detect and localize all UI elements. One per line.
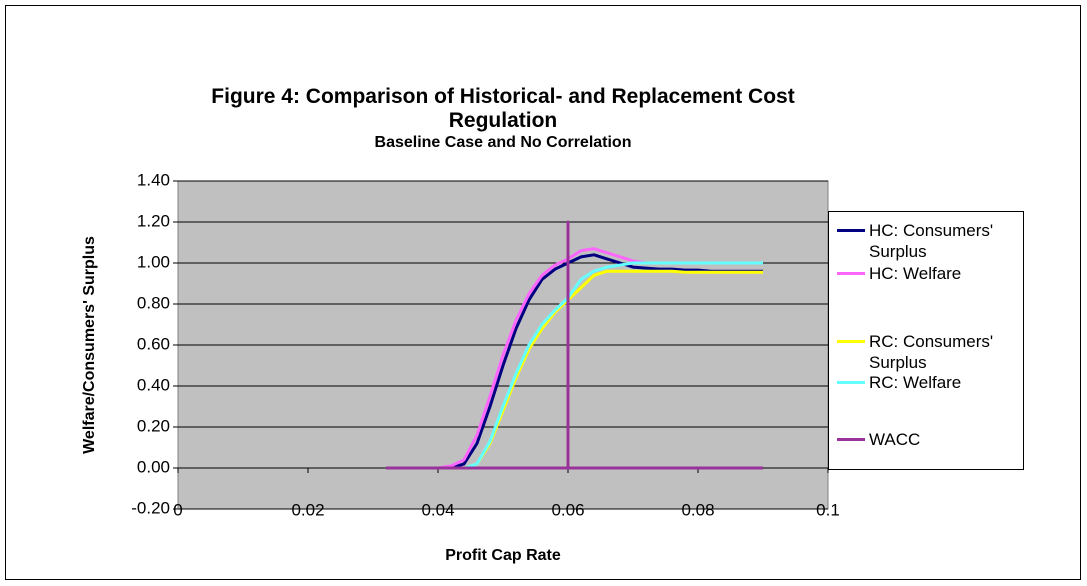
legend-label: RC: Consumers' Surplus [869,332,994,372]
legend-swatch [837,381,865,384]
x-tick-label: 0.06 [551,500,584,519]
y-tick-label: 1.40 [137,170,170,189]
x-tick-label: 0 [173,500,182,519]
x-tick-label: 0.04 [421,500,454,519]
x-tick-label: 0.02 [291,500,324,519]
y-axis-label: Welfare/Consumers' Surplus [81,236,98,454]
legend-entry: WACC [837,429,1023,450]
x-tick-label: 0.1 [816,500,840,519]
legend-label: HC: Welfare [869,264,962,283]
legend-entry: RC: Welfare [837,372,1023,393]
legend-swatch [837,438,865,441]
legend-entry: HC: Consumers' Surplus [837,220,1023,262]
legend-label: RC: Welfare [869,373,962,392]
y-tick-label: 0.80 [137,293,170,312]
chart-title: Figure 4: Comparison of Historical- and … [211,85,795,132]
legend-label: HC: Consumers' Surplus [869,221,994,261]
legend-entry: RC: Consumers' Surplus [837,331,1023,373]
x-tick-label: 0.08 [681,500,714,519]
legend-swatch [837,272,865,275]
y-tick-label: 1.20 [137,211,170,230]
y-tick-label: 0.40 [137,375,170,394]
x-axis-label: Profit Cap Rate [445,547,561,564]
y-tick-label: -0.20 [131,498,170,517]
legend: HC: Consumers' Surplus HC: Welfare RC: Con… [828,211,1024,470]
chart-subtitle: Baseline Case and No Correlation [374,134,632,151]
legend-swatch [837,340,865,343]
legend-label: WACC [869,430,921,449]
y-tick-label: 0.20 [137,416,170,435]
legend-swatch [837,229,865,232]
y-tick-label: 0.00 [137,457,170,476]
y-tick-label: 1.00 [137,252,170,271]
series-line [386,220,763,470]
legend-entry: HC: Welfare [837,263,1023,284]
y-tick-label: 0.60 [137,334,170,353]
